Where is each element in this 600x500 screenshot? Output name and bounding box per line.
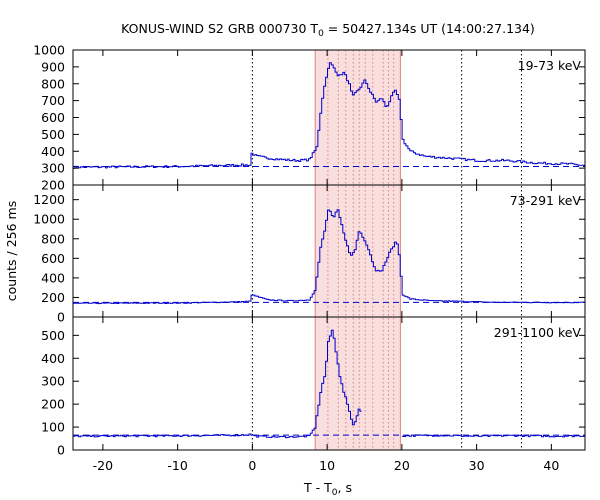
x-tick-label: -10 bbox=[167, 458, 187, 473]
y-tick-label: 200 bbox=[41, 290, 65, 305]
y-tick-label: 800 bbox=[41, 76, 65, 91]
x-axis-label: T - T0, s bbox=[303, 480, 352, 498]
y-tick-label: 300 bbox=[41, 161, 65, 176]
y-tick-label: 0 bbox=[57, 443, 65, 458]
y-tick-label: 300 bbox=[41, 374, 65, 389]
y-tick-label: 100 bbox=[41, 420, 65, 435]
y-tick-label: 200 bbox=[41, 397, 65, 412]
panel-p2: 0 200 400 600 800 1000 1200 73-291 keV bbox=[33, 184, 586, 325]
y-tick-label: 400 bbox=[41, 270, 65, 285]
y-axis-label: counts / 256 ms bbox=[4, 201, 19, 301]
shaded-interval bbox=[315, 50, 401, 450]
band-label-p1: 19-73 keV bbox=[518, 58, 582, 73]
y-tick-label: 400 bbox=[41, 144, 65, 159]
panel-frame bbox=[72, 316, 586, 451]
y-tick-label: 900 bbox=[41, 59, 65, 74]
y-tick-label: 400 bbox=[41, 351, 65, 366]
chart-title: KONUS-WIND S2 GRB 000730 T0 = 50427.134s… bbox=[121, 21, 535, 39]
x-tick-label: 10 bbox=[319, 458, 335, 473]
x-tick-label: 40 bbox=[543, 458, 559, 473]
x-tick-label: 20 bbox=[394, 458, 410, 473]
x-tick-label: 30 bbox=[469, 458, 485, 473]
light-curve-tail bbox=[401, 434, 585, 438]
y-tick-label: 600 bbox=[41, 110, 65, 125]
y-tick-label: 1200 bbox=[33, 192, 65, 207]
x-tick-label: -20 bbox=[93, 458, 113, 473]
y-tick-label: 1000 bbox=[33, 43, 65, 58]
y-tick-label: 600 bbox=[41, 251, 65, 266]
band-label-p2: 73-291 keV bbox=[510, 193, 582, 208]
y-tick-label: 1000 bbox=[33, 212, 65, 227]
y-tick-label: 500 bbox=[41, 127, 65, 142]
x-tick-label: 0 bbox=[248, 458, 256, 473]
panel-p3: 0 100 200 300 400 500 291-1100 keV bbox=[41, 316, 586, 458]
light-curve bbox=[73, 329, 362, 439]
y-tick-label: 700 bbox=[41, 93, 65, 108]
y-tick-label: 200 bbox=[41, 178, 65, 193]
light-curve bbox=[73, 62, 585, 169]
y-tick-label: 500 bbox=[41, 328, 65, 343]
band-label-p3: 291-1100 keV bbox=[494, 325, 582, 340]
light-curve bbox=[73, 209, 585, 305]
y-tick-label: 800 bbox=[41, 231, 65, 246]
y-tick-label: 0 bbox=[57, 310, 65, 325]
